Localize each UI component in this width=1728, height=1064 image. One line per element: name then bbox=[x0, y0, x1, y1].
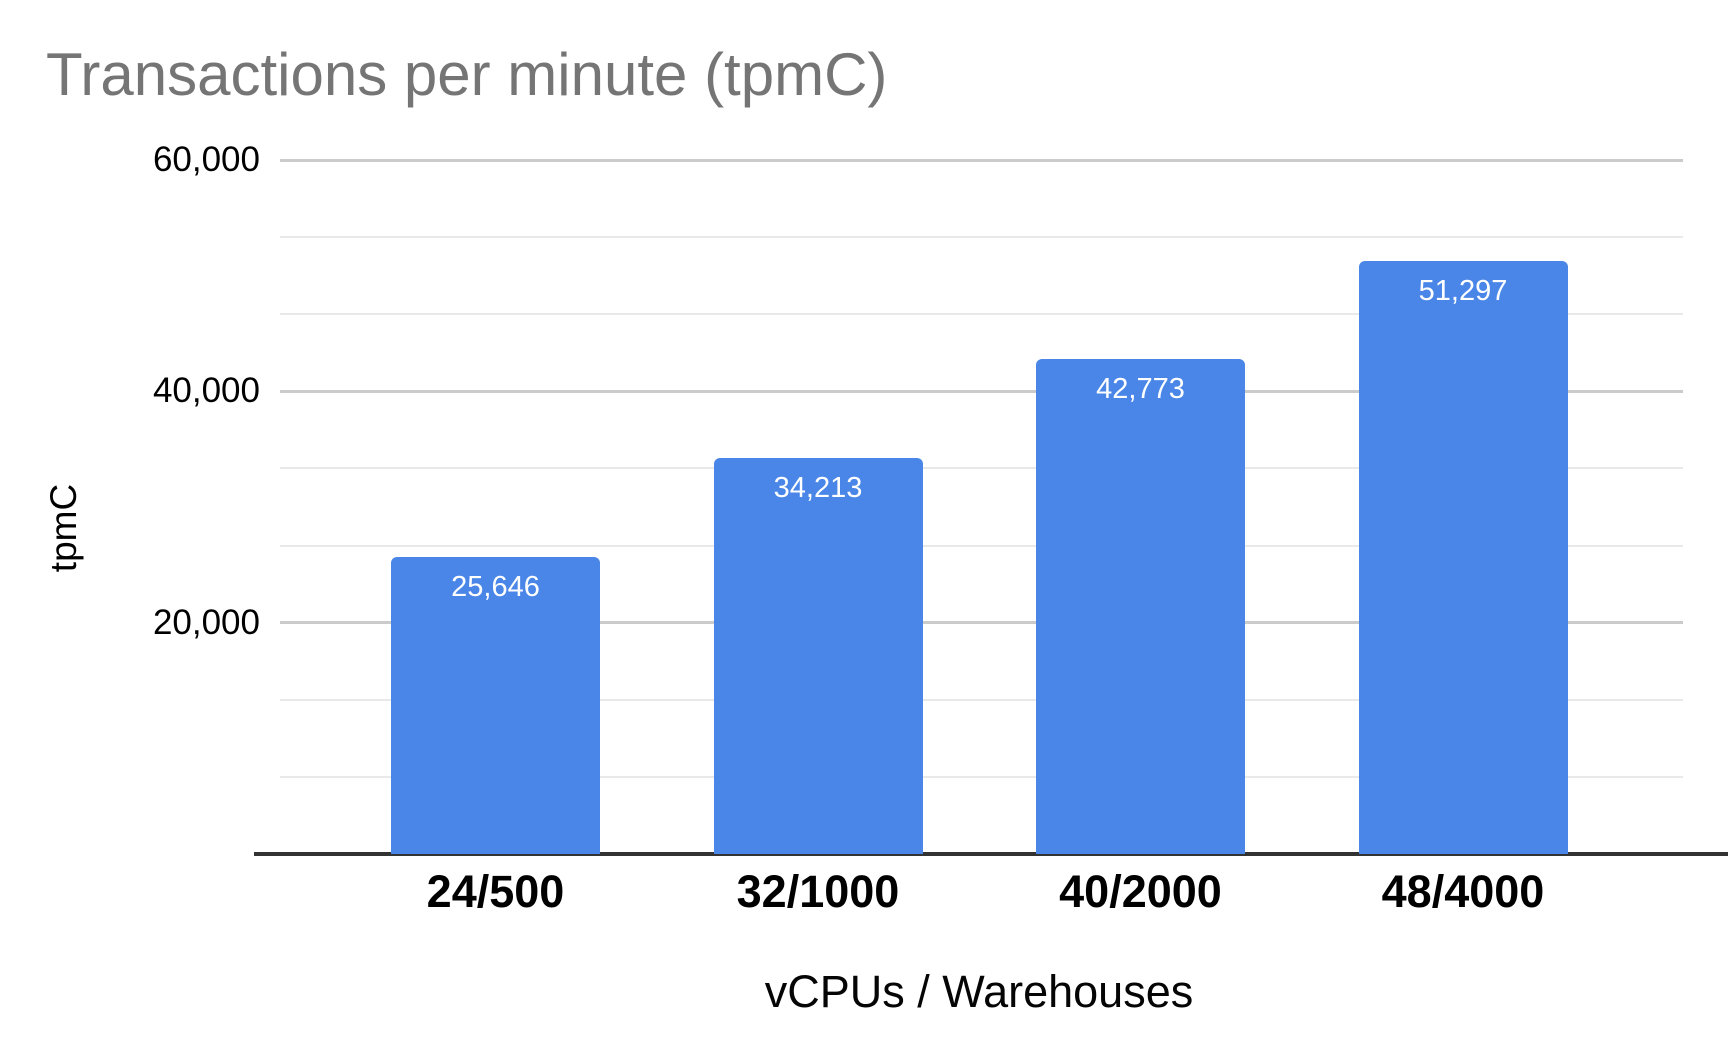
bar-value-label: 25,646 bbox=[451, 571, 540, 604]
y-tick-label: 40,000 bbox=[152, 371, 260, 411]
bar bbox=[391, 557, 600, 854]
x-tick-label: 32/1000 bbox=[736, 866, 900, 917]
bar bbox=[1036, 359, 1245, 854]
bar bbox=[1358, 260, 1568, 854]
x-tick-label: 40/2000 bbox=[1059, 866, 1222, 917]
gridline-major bbox=[280, 389, 1683, 393]
gridline-minor bbox=[280, 236, 1683, 239]
gridline-minor bbox=[280, 544, 1683, 547]
bar bbox=[713, 458, 923, 854]
bar-value-label: 51,297 bbox=[1418, 274, 1508, 307]
x-tick-label: 24/500 bbox=[426, 866, 565, 917]
gridline-minor bbox=[280, 775, 1683, 778]
gridline-major bbox=[280, 621, 1683, 625]
gridline-minor bbox=[280, 698, 1683, 701]
bar-value-label: 34,213 bbox=[773, 472, 863, 505]
gridline-minor bbox=[280, 313, 1683, 316]
chart-title: Transactions per minute (tpmC) bbox=[46, 41, 888, 108]
bar-value-label: 42,773 bbox=[1096, 373, 1185, 406]
y-tick-label: 60,000 bbox=[152, 140, 260, 179]
x-axis-line bbox=[254, 852, 1728, 856]
gridline-major bbox=[280, 158, 1683, 162]
x-axis-title: vCPUs / Warehouses bbox=[764, 966, 1194, 1017]
y-axis-title: tpmC bbox=[43, 483, 84, 573]
gridline-minor bbox=[280, 467, 1683, 470]
x-tick-label: 48/4000 bbox=[1381, 866, 1545, 917]
y-tick-label: 20,000 bbox=[152, 602, 260, 642]
